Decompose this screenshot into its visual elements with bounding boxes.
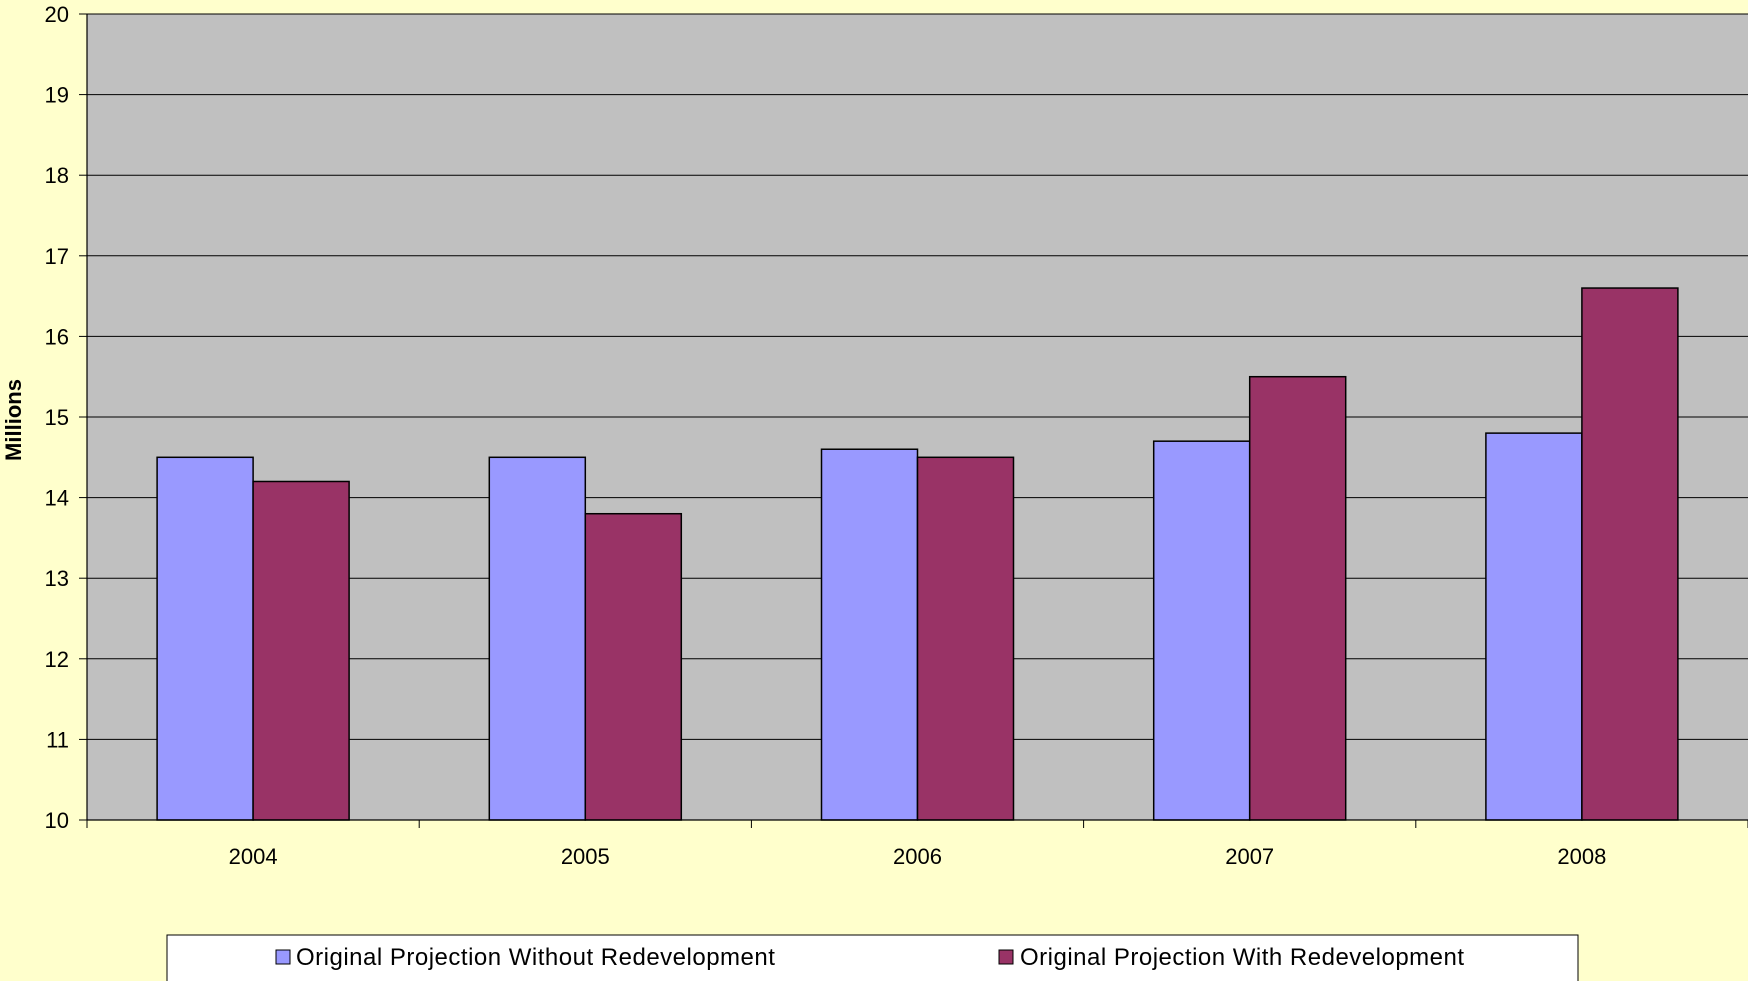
y-tick-label: 14 (45, 486, 69, 511)
bars (156, 287, 1679, 821)
legend: Original Projection Without Redevelopmen… (166, 934, 1579, 981)
y-tick-label: 11 (46, 727, 69, 752)
y-tick-label: 15 (45, 405, 69, 430)
y-tick-label: 18 (45, 163, 69, 188)
y-tick-label: 12 (45, 647, 69, 672)
bar-2007-series-0 (1152, 440, 1251, 821)
bar-2008-series-0 (1485, 432, 1583, 821)
y-axis-title: Millions (1, 379, 26, 461)
bar-2006-series-0 (820, 448, 919, 821)
x-tick-label: 2006 (893, 844, 942, 869)
x-tick-labels: 2004 2005 2006 2007 2008 (229, 844, 1607, 869)
bar-2004-series-1 (252, 480, 350, 821)
y-tick-labels: 10 11 12 13 14 15 16 17 18 19 20 (45, 2, 69, 833)
legend-label-without-redevelopment: Original Projection Without Redevelopmen… (296, 944, 775, 971)
bar-2008-series-1 (1581, 287, 1679, 821)
y-tick-label: 20 (45, 2, 69, 27)
legend-box (166, 934, 1579, 981)
legend-label-with-redevelopment: Original Projection With Redevelopment (1020, 944, 1465, 971)
axes (79, 13, 1748, 828)
bar-2004-series-0 (156, 456, 254, 821)
bar-2006-series-1 (916, 456, 1015, 821)
y-tick-label: 10 (45, 808, 69, 833)
x-tick-label: 2007 (1225, 844, 1274, 869)
y-tick-label: 17 (45, 244, 69, 269)
bar-2007-series-1 (1248, 375, 1347, 821)
y-tick-label: 16 (45, 324, 69, 349)
x-tick-label: 2008 (1557, 844, 1606, 869)
y-tick-label: 19 (45, 83, 69, 108)
legend-swatch-with-redevelopment (998, 949, 1014, 965)
x-tick-label: 2005 (561, 844, 610, 869)
bar-2005-series-1 (584, 512, 683, 821)
x-tick-label: 2004 (229, 844, 278, 869)
legend-swatch-without-redevelopment (275, 949, 291, 965)
bar-2005-series-0 (488, 456, 587, 821)
y-tick-label: 13 (45, 566, 69, 591)
